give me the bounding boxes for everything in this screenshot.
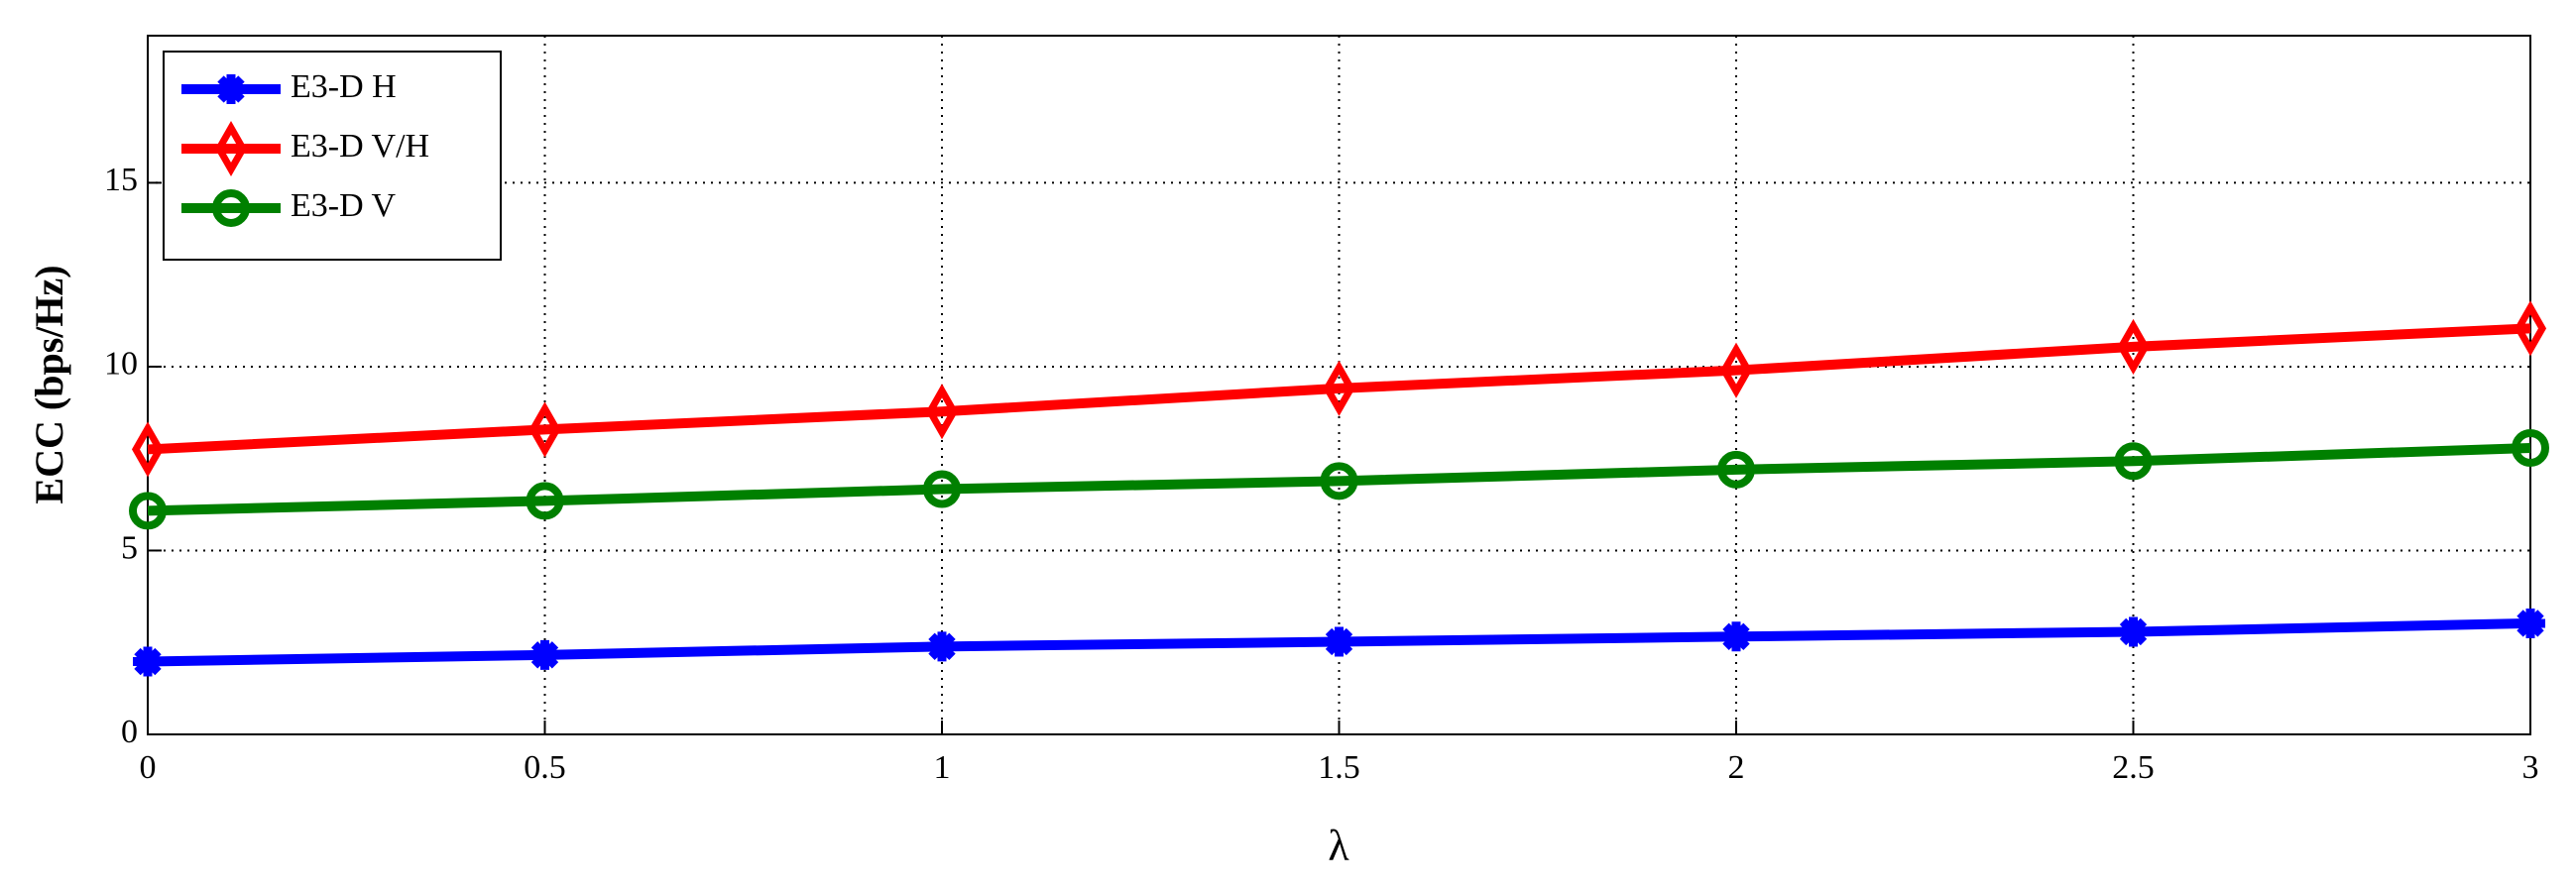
marker [1717,450,1755,489]
x-tick-label: 3 [2522,749,2539,786]
x-tick-label: 2 [1728,749,1745,786]
marker [2514,300,2547,357]
marker [526,482,564,520]
marker [529,639,560,670]
marker [925,384,959,440]
marker [923,470,961,508]
legend-label: E3-D H [291,68,397,105]
legend-marker [212,189,250,227]
y-tick-label: 10 [104,346,138,383]
series-line [147,323,2531,455]
marker [2114,442,2153,481]
series-line [147,442,2531,516]
x-tick-label: 2.5 [2112,749,2155,786]
y-axis-label: ECC (bps/Hz) [27,265,71,503]
y-tick-label: 0 [121,714,138,750]
marker [927,631,957,662]
plot-frame [147,35,2531,735]
y-tick-label: 5 [121,529,138,566]
marker [2512,428,2549,467]
x-tick-label: 1 [934,749,951,786]
x-axis-label: λ [1328,822,1349,870]
x-tick-label: 0 [140,749,157,786]
marker [133,646,163,677]
marker [2516,608,2545,638]
y-tick-label: 15 [104,162,138,198]
marker [1320,462,1358,501]
legend-label: E3-D V/H [291,128,429,165]
marker [129,492,167,530]
marker [2118,616,2149,647]
marker [2117,318,2150,375]
x-tick-label: 0.5 [524,749,566,786]
marker [1323,360,1355,416]
legend-label: E3-D V [291,187,397,224]
x-tick-label: 1.5 [1318,749,1360,786]
marker [1719,342,1753,398]
legend-marker [216,74,246,104]
legend-marker [214,120,248,177]
marker [528,401,561,458]
marker [1721,621,1751,652]
marker [1324,626,1354,657]
marker [131,421,165,478]
